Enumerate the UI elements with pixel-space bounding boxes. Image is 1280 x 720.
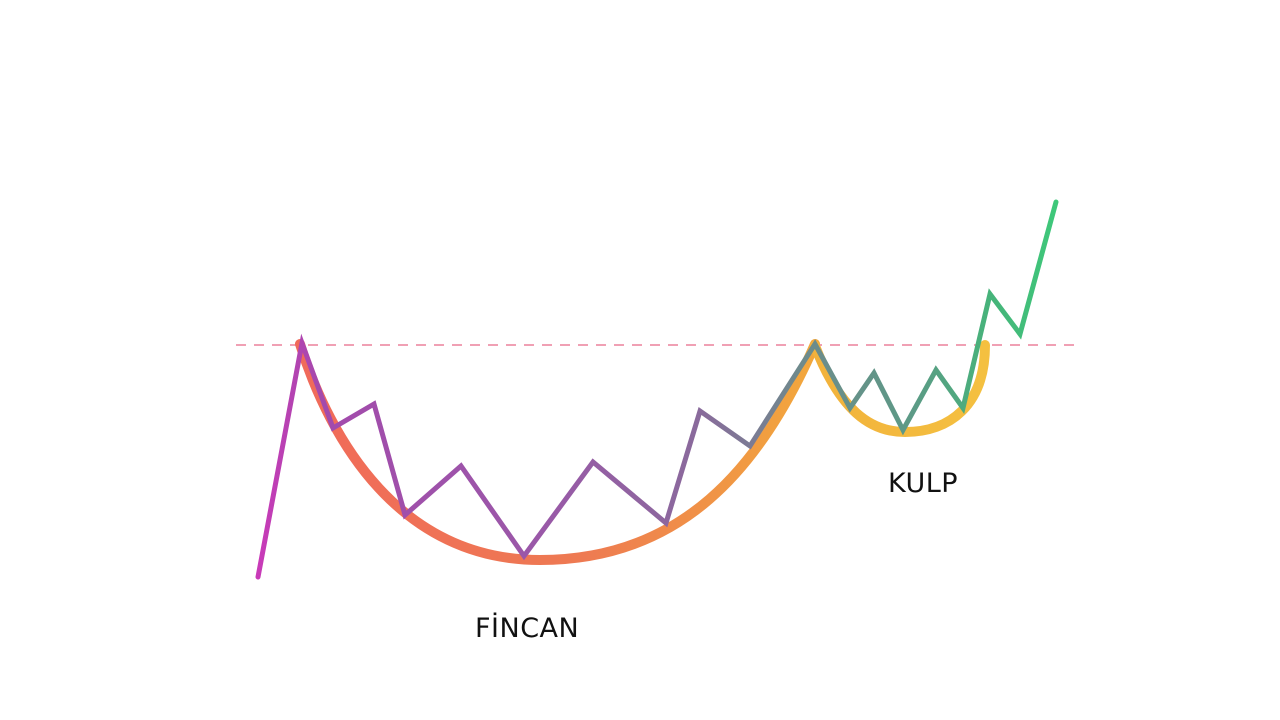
price-line [255,199,1059,580]
handle-label: KULP [888,468,959,499]
cup-label: FİNCAN [475,613,580,644]
cup-arc [295,339,820,566]
